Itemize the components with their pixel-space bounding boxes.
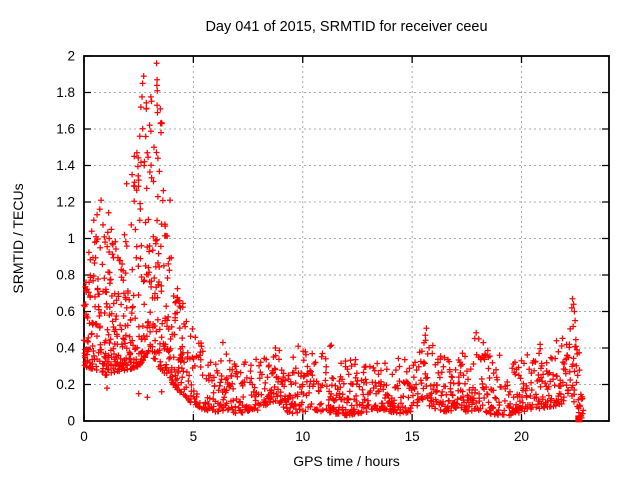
x-tick-label: 15 [405, 429, 420, 444]
y-axis-label: SRMTID / TECUs [10, 183, 26, 294]
y-tick-label: 2 [67, 49, 75, 64]
x-tick-label: 0 [80, 429, 88, 444]
y-tick-label: 0.8 [56, 268, 75, 283]
y-tick-label: 1 [67, 231, 75, 246]
y-tick-label: 0.6 [56, 304, 75, 319]
y-tick-label: 1.6 [56, 122, 75, 137]
plot-border [83, 55, 610, 422]
x-tick-label: 5 [190, 429, 198, 444]
y-tick-label: 0.4 [56, 341, 75, 356]
end-marker [575, 415, 583, 423]
y-tick-label: 1.8 [56, 85, 75, 100]
y-tick-label: 1.2 [56, 195, 75, 210]
y-tick-label: 0 [67, 414, 75, 429]
y-tick-label: 1.4 [56, 158, 75, 173]
scatter-points [80, 60, 587, 421]
chart-title: Day 041 of 2015, SRMTID for receiver cee… [205, 19, 488, 35]
y-tick-label: 0.2 [56, 377, 75, 392]
x-tick-label: 10 [295, 429, 310, 444]
x-axis-label: GPS time / hours [293, 453, 400, 469]
x-tick-label: 20 [514, 429, 529, 444]
